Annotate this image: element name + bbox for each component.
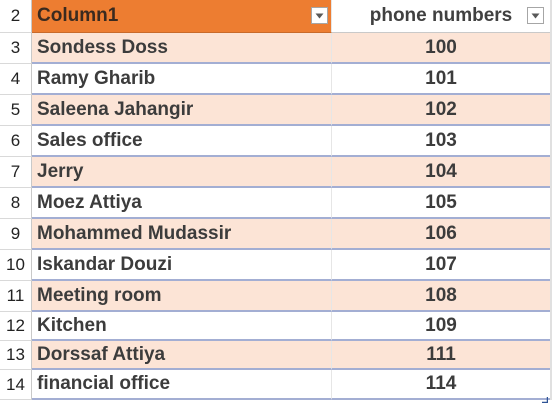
table-row: 9 Mohammed Mudassir 106 xyxy=(0,219,552,250)
phone-cell[interactable]: 107 xyxy=(332,250,550,281)
table-row: 11 Meeting room 108 xyxy=(0,281,552,312)
row-header[interactable]: 14 xyxy=(0,370,32,400)
row-header[interactable]: 10 xyxy=(0,250,32,281)
row-header[interactable]: 2 xyxy=(0,0,32,33)
table-row: 8 Moez Attiya 105 xyxy=(0,188,552,219)
table-row: 13 Dorssaf Attiya 111 xyxy=(0,341,552,370)
name-cell[interactable]: Dorssaf Attiya xyxy=(32,341,332,370)
table-header-row: 2 Column1 phone numbers xyxy=(0,0,552,33)
row-header[interactable]: 4 xyxy=(0,64,32,95)
name-cell[interactable]: financial office xyxy=(32,370,332,400)
filter-dropdown-icon[interactable] xyxy=(311,7,328,24)
name-cell[interactable]: Ramy Gharib xyxy=(32,64,332,95)
phone-cell[interactable]: 114 xyxy=(332,370,550,400)
row-header[interactable]: 7 xyxy=(0,157,32,188)
name-cell[interactable]: Jerry xyxy=(32,157,332,188)
phone-cell[interactable]: 101 xyxy=(332,64,550,95)
name-cell[interactable]: Sales office xyxy=(32,126,332,157)
phone-cell[interactable]: 105 xyxy=(332,188,550,219)
column-header-phone-numbers[interactable]: phone numbers xyxy=(332,0,550,33)
name-cell[interactable]: Kitchen xyxy=(32,312,332,341)
table-row: 4 Ramy Gharib 101 xyxy=(0,64,552,95)
table-row: 10 Iskandar Douzi 107 xyxy=(0,250,552,281)
phone-cell[interactable]: 102 xyxy=(332,95,550,126)
table-row: 3 Sondess Doss 100 xyxy=(0,33,552,64)
name-cell[interactable]: Sondess Doss xyxy=(32,33,332,64)
phone-cell[interactable]: 106 xyxy=(332,219,550,250)
row-header[interactable]: 3 xyxy=(0,33,32,64)
column-header-label: Column1 xyxy=(37,5,119,26)
name-cell[interactable]: Moez Attiya xyxy=(32,188,332,219)
row-header[interactable]: 8 xyxy=(0,188,32,219)
name-cell[interactable]: Iskandar Douzi xyxy=(32,250,332,281)
column-divider xyxy=(550,0,552,400)
name-cell[interactable]: Saleena Jahangir xyxy=(32,95,332,126)
phone-cell[interactable]: 109 xyxy=(332,312,550,341)
phone-cell[interactable]: 104 xyxy=(332,157,550,188)
row-header[interactable]: 5 xyxy=(0,95,32,126)
row-header[interactable]: 6 xyxy=(0,126,32,157)
column-header-label: phone numbers xyxy=(369,5,513,26)
phone-cell[interactable]: 111 xyxy=(332,341,550,370)
row-header[interactable]: 12 xyxy=(0,312,32,341)
table-row: 6 Sales office 103 xyxy=(0,126,552,157)
filter-dropdown-icon[interactable] xyxy=(527,7,544,24)
row-header[interactable]: 13 xyxy=(0,341,32,370)
phone-cell[interactable]: 100 xyxy=(332,33,550,64)
phone-cell[interactable]: 103 xyxy=(332,126,550,157)
table-row: 5 Saleena Jahangir 102 xyxy=(0,95,552,126)
row-header[interactable]: 11 xyxy=(0,281,32,312)
table-row: 14 financial office 114 xyxy=(0,370,552,400)
name-cell[interactable]: Mohammed Mudassir xyxy=(32,219,332,250)
table-resize-handle-icon[interactable] xyxy=(542,390,549,404)
column-header-column1[interactable]: Column1 xyxy=(32,0,332,33)
row-header[interactable]: 9 xyxy=(0,219,32,250)
name-cell[interactable]: Meeting room xyxy=(32,281,332,312)
table-row: 7 Jerry 104 xyxy=(0,157,552,188)
phone-cell[interactable]: 108 xyxy=(332,281,550,312)
table-row: 12 Kitchen 109 xyxy=(0,312,552,341)
